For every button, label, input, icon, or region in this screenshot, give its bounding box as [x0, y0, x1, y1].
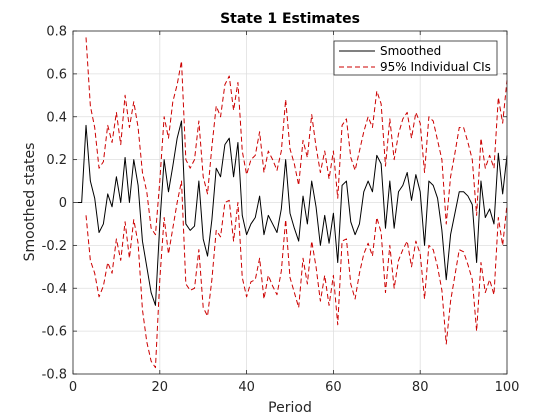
x-tick-label: 20 [152, 380, 169, 395]
y-tick-label: -0.2 [42, 239, 67, 254]
y-axis-label: Smoothed states [22, 143, 38, 262]
x-tick-label: 100 [495, 380, 520, 395]
x-tick-label: 60 [325, 380, 342, 395]
legend-label-ci: 95% Individual CIs [380, 60, 491, 74]
x-tick-label: 40 [238, 380, 255, 395]
legend: Smoothed 95% Individual CIs [334, 41, 497, 75]
chart-title: State 1 Estimates [220, 11, 360, 27]
y-tick-label: 0.8 [46, 25, 67, 40]
y-tick-label: 0.4 [46, 110, 67, 125]
y-tick-label: 0.6 [46, 67, 67, 82]
x-axis-label: Period [268, 400, 312, 416]
y-tick-label: -0.6 [42, 325, 67, 340]
x-tick-label: 80 [412, 380, 429, 395]
y-tick-label: 0 [59, 196, 67, 211]
y-tick-label: -0.8 [42, 368, 67, 383]
legend-label-smoothed: Smoothed [380, 44, 441, 58]
y-tick-label: -0.4 [42, 282, 67, 297]
x-tick-label: 0 [69, 380, 77, 395]
y-tick-label: 0.2 [46, 153, 67, 168]
